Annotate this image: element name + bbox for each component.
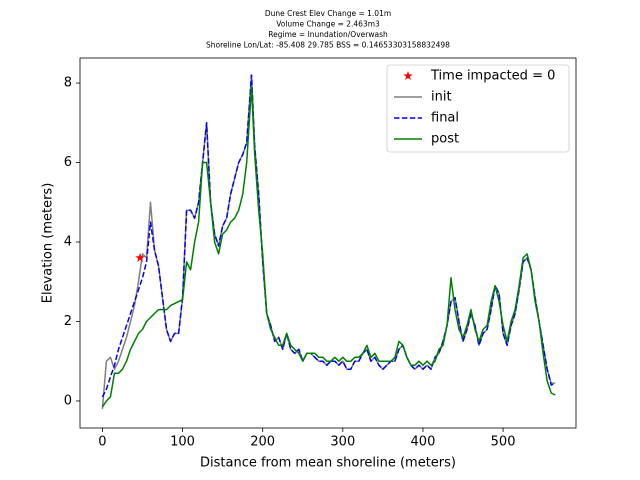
y-axis-label: Elevation (meters) xyxy=(41,183,56,304)
legend-label: post xyxy=(431,132,459,147)
chart-title: Shoreline Lon/Lat: -85.408 29.785 BSS = … xyxy=(206,41,450,50)
chart-title: Volume Change = 2.463m3 xyxy=(276,20,380,29)
series-line xyxy=(101,86,556,408)
x-tick-label: 500 xyxy=(491,435,516,450)
x-tick-label: 200 xyxy=(250,435,275,450)
legend-label: final xyxy=(431,111,459,126)
y-tick-label: 2 xyxy=(64,314,72,329)
x-tick-label: 0 xyxy=(98,435,106,450)
chart-title: Dune Crest Elev Change = 1.01m xyxy=(265,9,391,18)
x-tick-label: 100 xyxy=(170,435,195,450)
plot-frame xyxy=(79,57,577,429)
chart-title: Regime = Inundation/Overwash xyxy=(268,30,388,39)
y-tick-label: 4 xyxy=(64,235,72,250)
marker xyxy=(135,252,145,262)
x-axis-label: Distance from mean shoreline (meters) xyxy=(200,456,456,471)
plot-area xyxy=(101,74,556,409)
series-line xyxy=(101,74,556,398)
y-tick-label: 6 xyxy=(64,155,72,170)
legend-label: Time impacted = 0 xyxy=(430,69,555,84)
y-tick-label: 0 xyxy=(64,393,72,408)
legend-box xyxy=(386,64,570,153)
x-tick-label: 300 xyxy=(330,435,355,450)
y-tick-label: 8 xyxy=(64,76,72,91)
x-tick-label: 400 xyxy=(411,435,436,450)
legend-label: init xyxy=(431,90,452,105)
legend-marker xyxy=(403,71,413,80)
